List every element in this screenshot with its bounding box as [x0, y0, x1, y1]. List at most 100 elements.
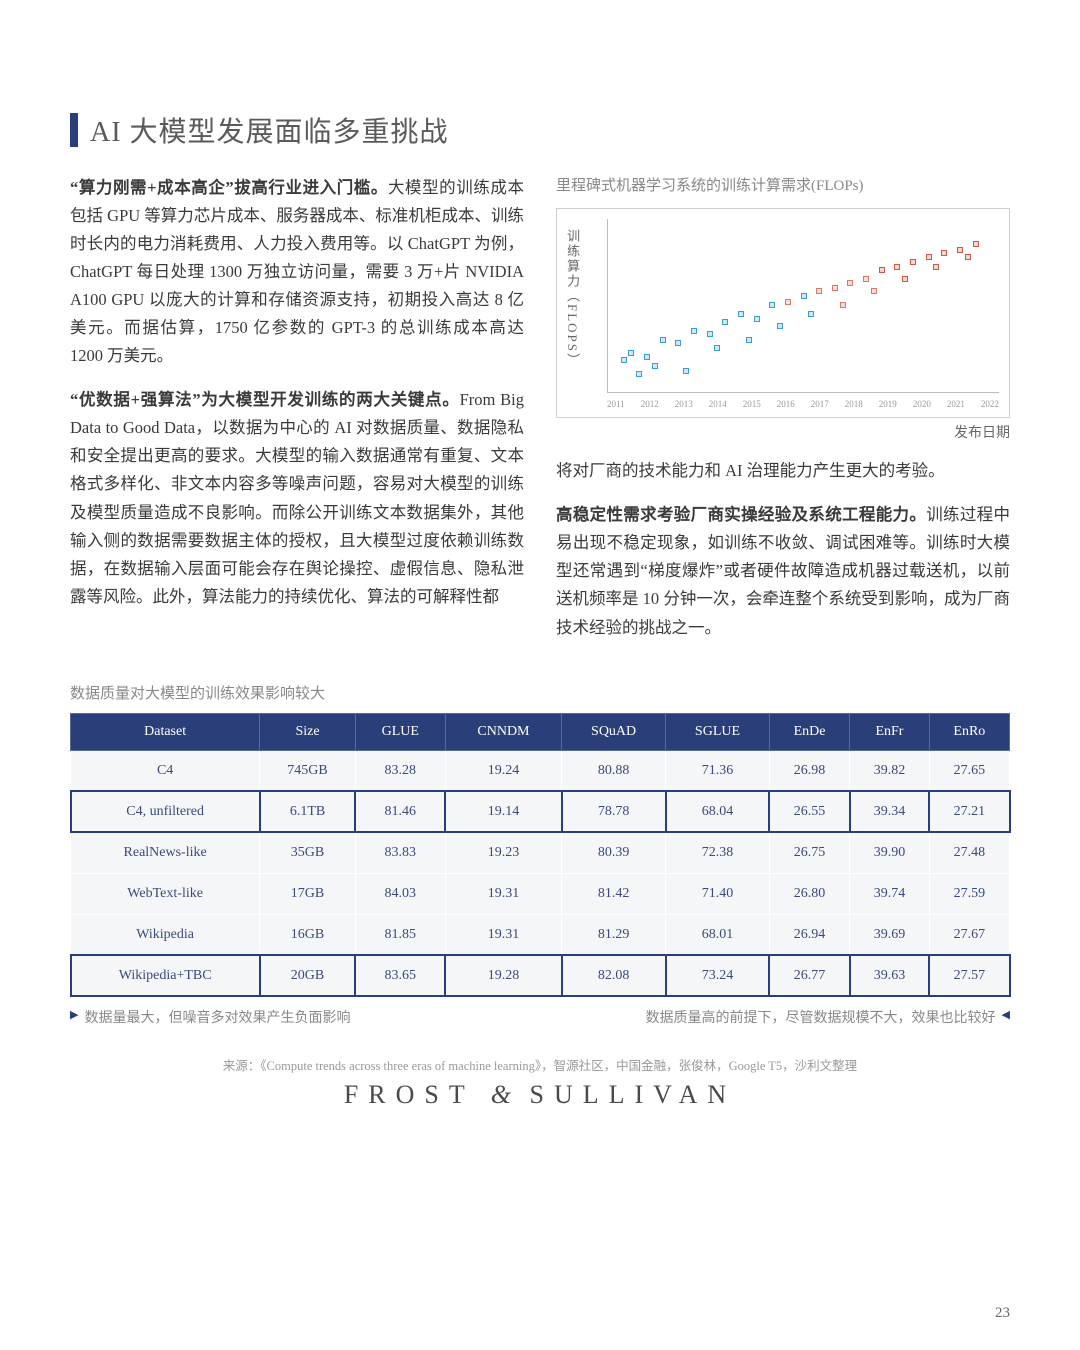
- chart-point: [785, 299, 791, 305]
- chart-xtick: 2019: [879, 397, 897, 412]
- table-header-cell: GLUE: [355, 713, 445, 750]
- table-header-cell: SGLUE: [666, 713, 770, 750]
- paragraph-3: 将对厂商的技术能力和 AI 治理能力产生更大的考验。: [556, 457, 1010, 485]
- chart-point: [871, 288, 877, 294]
- chart-point: [769, 302, 775, 308]
- table-annotations: 数据量最大，但噪音多对效果产生负面影响 数据质量高的前提下，尽管数据规模不大，效…: [70, 1007, 1010, 1027]
- title-bar: AI 大模型发展面临多重挑战: [70, 110, 1010, 150]
- paragraph-4-lead: 高稳定性需求考验厂商实操经验及系统工程能力。: [556, 505, 926, 524]
- chart-point: [746, 337, 752, 343]
- paragraph-1-body: 大模型的训练成本包括 GPU 等算力芯片成本、服务器成本、标准机柜成本、训练时长…: [70, 178, 524, 365]
- chart-xtick: 2013: [675, 397, 693, 412]
- data-quality-table: DatasetSizeGLUECNNDMSQuADSGLUEEnDeEnFrEn…: [70, 713, 1010, 997]
- chart-xtick: 2021: [947, 397, 965, 412]
- paragraph-4: 高稳定性需求考验厂商实操经验及系统工程能力。训练过程中易出现不稳定现象，如训练不…: [556, 501, 1010, 641]
- table-cell: RealNews-like: [71, 832, 260, 873]
- paragraph-3-body: 将对厂商的技术能力和 AI 治理能力产生更大的考验。: [556, 461, 945, 480]
- table-cell: 19.14: [445, 791, 561, 832]
- column-right: 里程碑式机器学习系统的训练计算需求(FLOPs) 训练算力（FLOPS） 201…: [556, 174, 1010, 658]
- chart-point: [832, 285, 838, 291]
- paragraph-2: “优数据+强算法”为大模型开发训练的两大关键点。From Big Data to…: [70, 386, 524, 610]
- chart-point: [957, 247, 963, 253]
- table-header-cell: CNNDM: [445, 713, 561, 750]
- table-cell: 39.69: [850, 914, 930, 955]
- table-cell: 83.83: [355, 832, 445, 873]
- chart-xtick: 2014: [709, 397, 727, 412]
- paragraph-2-body: From Big Data to Good Data，以数据为中心的 AI 对数…: [70, 390, 524, 605]
- brand-right: SULLIVAN: [530, 1080, 737, 1109]
- chart-point: [621, 357, 627, 363]
- chart-ylabel: 训练算力（FLOPS）: [561, 229, 583, 368]
- table-cell: 80.39: [562, 832, 666, 873]
- chart-xtick: 2018: [845, 397, 863, 412]
- table-cell: 26.94: [769, 914, 849, 955]
- chart-point: [675, 340, 681, 346]
- chart-xticks: 2011201220132014201520162017201820192020…: [607, 397, 999, 412]
- chart-xtick: 2020: [913, 397, 931, 412]
- chart-plot-area: [607, 219, 999, 393]
- chart-point: [691, 328, 697, 334]
- paragraph-1: “算力刚需+成本高企”拔高行业进入门槛。大模型的训练成本包括 GPU 等算力芯片…: [70, 174, 524, 370]
- table-cell: 6.1TB: [260, 791, 356, 832]
- table-cell: Wikipedia+TBC: [71, 955, 260, 996]
- table-cell: 78.78: [562, 791, 666, 832]
- table-cell: C4: [71, 750, 260, 791]
- table-body: C4745GB83.2819.2480.8871.3626.9839.8227.…: [71, 750, 1010, 996]
- arrow-left-icon: [1002, 1007, 1010, 1023]
- table-cell: 71.40: [666, 873, 770, 914]
- chart-point: [965, 254, 971, 260]
- table-cell: 19.31: [445, 914, 561, 955]
- chart-point: [816, 288, 822, 294]
- table-cell: 27.67: [929, 914, 1009, 955]
- table-cell: Wikipedia: [71, 914, 260, 955]
- table-cell: 81.46: [355, 791, 445, 832]
- table-header-cell: EnRo: [929, 713, 1009, 750]
- table-cell: 27.59: [929, 873, 1009, 914]
- table-cell: 26.98: [769, 750, 849, 791]
- table-cell: 19.31: [445, 873, 561, 914]
- chart-point: [644, 354, 650, 360]
- table-cell: 81.85: [355, 914, 445, 955]
- table-cell: 83.65: [355, 955, 445, 996]
- table-cell: 19.28: [445, 955, 561, 996]
- chart-xtick: 2011: [607, 397, 625, 412]
- table-cell: 26.77: [769, 955, 849, 996]
- chart-point: [738, 311, 744, 317]
- chart-point: [879, 267, 885, 273]
- chart-point: [777, 323, 783, 329]
- annotation-left: 数据量最大，但噪音多对效果产生负面影响: [70, 1007, 350, 1027]
- chart-point: [754, 316, 760, 322]
- chart-xtick: 2017: [811, 397, 829, 412]
- chart-xtick: 2015: [743, 397, 761, 412]
- table-cell: 73.24: [666, 955, 770, 996]
- table-cell: 16GB: [260, 914, 356, 955]
- table-cell: 39.74: [850, 873, 930, 914]
- chart-point: [707, 331, 713, 337]
- table-cell: 19.24: [445, 750, 561, 791]
- table-cell: 39.90: [850, 832, 930, 873]
- table-cell: 27.48: [929, 832, 1009, 873]
- table-header-cell: EnDe: [769, 713, 849, 750]
- annotation-left-text: 数据量最大，但噪音多对效果产生负面影响: [84, 1007, 350, 1027]
- title-accent: [70, 113, 78, 147]
- table-cell: WebText-like: [71, 873, 260, 914]
- table-cell: 745GB: [260, 750, 356, 791]
- chart-point: [941, 250, 947, 256]
- table-cell: 39.82: [850, 750, 930, 791]
- chart-point: [840, 302, 846, 308]
- table-cell: 84.03: [355, 873, 445, 914]
- chart-point: [973, 241, 979, 247]
- source-line: 来源：《Compute trends across three eras of …: [70, 1055, 1010, 1074]
- table-cell: 35GB: [260, 832, 356, 873]
- chart-point: [652, 363, 658, 369]
- table-row: RealNews-like35GB83.8319.2380.3972.3826.…: [71, 832, 1010, 873]
- table-cell: 80.88: [562, 750, 666, 791]
- chart-point: [933, 264, 939, 270]
- arrow-right-icon: [70, 1007, 78, 1023]
- table-cell: 68.01: [666, 914, 770, 955]
- table-header-cell: EnFr: [850, 713, 930, 750]
- paragraph-1-lead: “算力刚需+成本高企”拔高行业进入门槛。: [70, 178, 388, 197]
- chart-point: [722, 319, 728, 325]
- table-header-row: DatasetSizeGLUECNNDMSQuADSGLUEEnDeEnFrEn…: [71, 713, 1010, 750]
- brand-left: FROST: [344, 1080, 474, 1109]
